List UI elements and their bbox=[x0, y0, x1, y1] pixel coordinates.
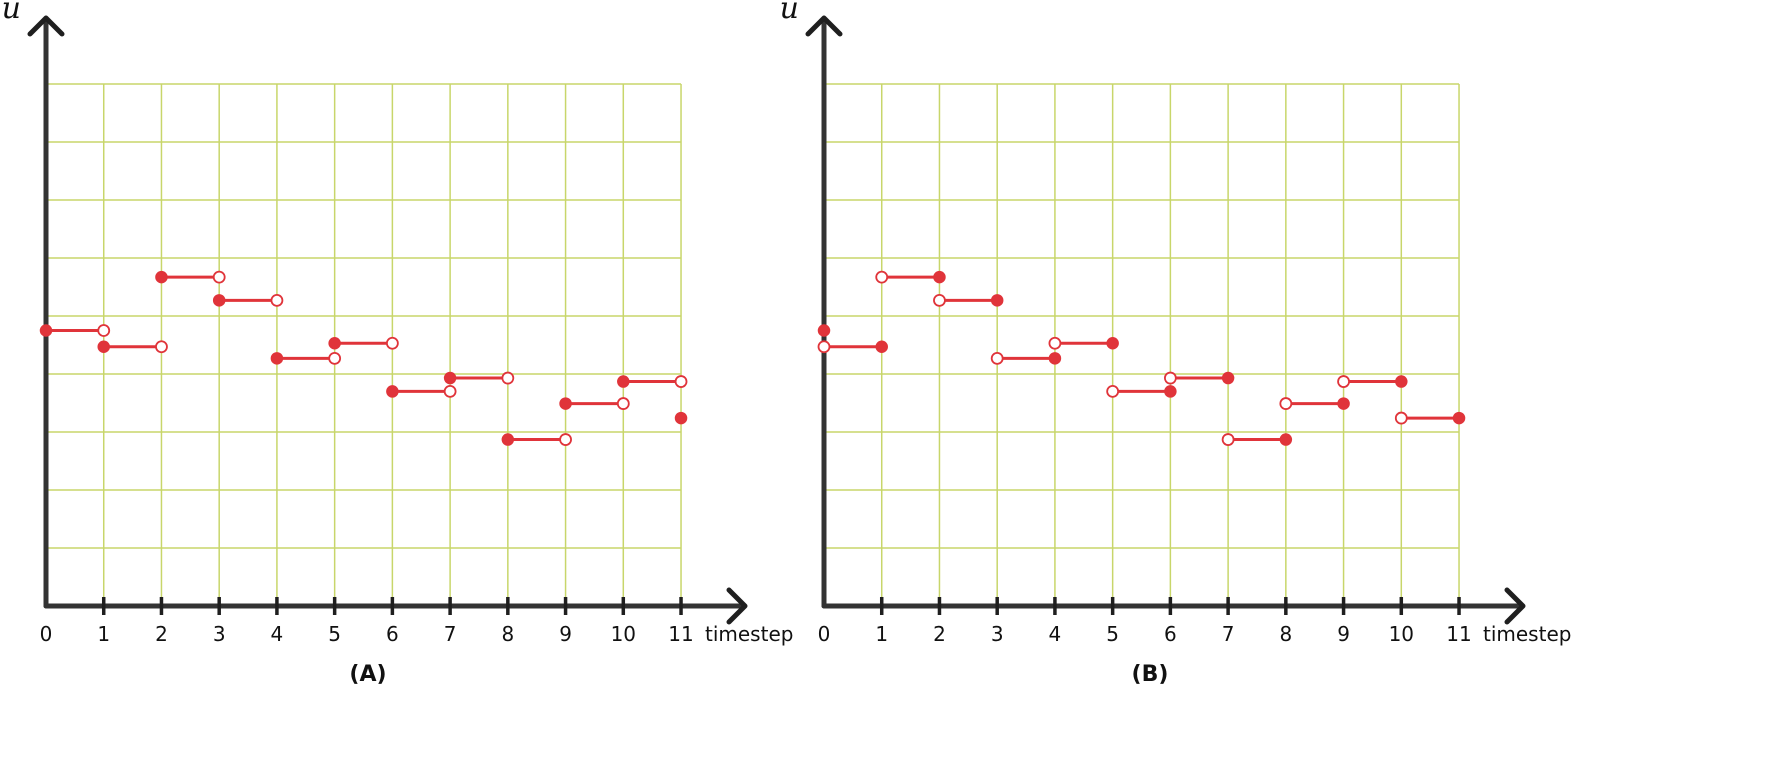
x-tick-label: 10 bbox=[1389, 622, 1414, 646]
closed-endpoint bbox=[386, 385, 399, 398]
panel-label: (A) bbox=[349, 662, 386, 687]
closed-endpoint bbox=[155, 270, 168, 284]
step-series bbox=[39, 270, 688, 446]
open-endpoint bbox=[875, 270, 889, 284]
closed-endpoint bbox=[1221, 371, 1235, 385]
x-tick-label: 6 bbox=[386, 622, 399, 646]
open-endpoint bbox=[155, 340, 168, 354]
y-axis-arrow-icon bbox=[27, 15, 65, 37]
x-tick-label: 10 bbox=[611, 622, 636, 646]
x-tick-label: 4 bbox=[271, 622, 284, 646]
x-tick-label: 5 bbox=[328, 622, 341, 646]
x-tick-label: 1 bbox=[97, 622, 110, 646]
x-tick-label: 8 bbox=[1279, 622, 1292, 646]
closed-endpoint bbox=[270, 352, 284, 365]
open-endpoint bbox=[443, 384, 457, 398]
x-tick-label: 11 bbox=[1446, 622, 1471, 646]
open-endpoint bbox=[328, 351, 342, 365]
panel-b: 0 1 2 3 4 5 6 7 8 9 10 11 timestep u (B) bbox=[780, 0, 1572, 687]
closed-endpoint bbox=[39, 324, 53, 337]
x-axis-label: timestep bbox=[1483, 622, 1571, 646]
panel-a: 0 1 2 3 4 5 6 7 8 9 10 11 timestep u (A) bbox=[2, 0, 794, 687]
x-tick-label: 3 bbox=[991, 622, 1004, 646]
closed-endpoint bbox=[559, 397, 572, 410]
closed-endpoint bbox=[1452, 411, 1466, 425]
x-tick-label: 3 bbox=[213, 622, 226, 646]
open-endpoint bbox=[385, 336, 399, 350]
closed-endpoint bbox=[875, 340, 888, 353]
x-tick-label: 7 bbox=[1222, 622, 1235, 646]
x-tick-label: 5 bbox=[1106, 622, 1119, 646]
x-tick-label: 6 bbox=[1164, 622, 1177, 646]
open-endpoint bbox=[817, 340, 831, 354]
closed-endpoint bbox=[212, 294, 226, 307]
open-endpoint bbox=[97, 324, 111, 337]
open-endpoint bbox=[616, 397, 630, 410]
closed-endpoint bbox=[1337, 397, 1350, 410]
x-tick-label: 9 bbox=[559, 622, 572, 646]
open-endpoint bbox=[1163, 371, 1177, 385]
x-tick-label: 11 bbox=[668, 622, 693, 646]
closed-endpoint bbox=[674, 411, 688, 425]
open-endpoint bbox=[1106, 384, 1120, 398]
closed-endpoint bbox=[501, 433, 515, 446]
x-tick-label: 0 bbox=[40, 622, 53, 646]
x-tick-label: 9 bbox=[1337, 622, 1350, 646]
closed-endpoint bbox=[1279, 433, 1293, 446]
open-endpoint bbox=[1279, 397, 1293, 410]
closed-endpoint bbox=[1164, 385, 1177, 398]
open-endpoint bbox=[212, 270, 226, 284]
x-axis-arrow-icon bbox=[1504, 587, 1526, 625]
x-tick-label: 0 bbox=[818, 622, 831, 646]
x-tick-label: 8 bbox=[501, 622, 514, 646]
grid bbox=[824, 83, 1460, 606]
open-endpoint bbox=[933, 293, 946, 307]
x-tick-label: 2 bbox=[933, 622, 946, 646]
closed-endpoint bbox=[933, 270, 946, 284]
open-endpoint bbox=[501, 371, 515, 385]
open-endpoint bbox=[1221, 433, 1235, 446]
panel-label: (B) bbox=[1132, 662, 1169, 687]
open-endpoint bbox=[1394, 411, 1408, 425]
open-endpoint bbox=[559, 433, 572, 446]
y-axis-label: u bbox=[780, 0, 799, 26]
closed-endpoint bbox=[817, 324, 831, 337]
x-tick-label: 4 bbox=[1049, 622, 1062, 646]
x-tick-label: 2 bbox=[155, 622, 168, 646]
closed-endpoint bbox=[443, 371, 457, 385]
grid bbox=[46, 83, 682, 606]
closed-endpoint bbox=[1395, 375, 1408, 388]
closed-endpoint bbox=[1048, 352, 1062, 365]
open-endpoint bbox=[674, 375, 688, 388]
closed-endpoint bbox=[1106, 337, 1119, 350]
closed-endpoint bbox=[328, 337, 341, 350]
step-series bbox=[817, 270, 1466, 446]
x-axis-label: timestep bbox=[705, 622, 793, 646]
closed-endpoint bbox=[97, 340, 110, 353]
closed-endpoint bbox=[617, 375, 630, 388]
open-endpoint bbox=[990, 351, 1004, 365]
closed-endpoint bbox=[990, 294, 1004, 307]
open-endpoint bbox=[1048, 336, 1062, 350]
open-endpoint bbox=[1337, 375, 1350, 388]
open-endpoint bbox=[270, 293, 284, 307]
x-tick-label: 1 bbox=[875, 622, 888, 646]
y-axis-label: u bbox=[2, 0, 21, 26]
x-axis-arrow-icon bbox=[726, 587, 748, 625]
y-axis-arrow-icon bbox=[805, 15, 843, 37]
x-tick-label: 7 bbox=[444, 622, 457, 646]
